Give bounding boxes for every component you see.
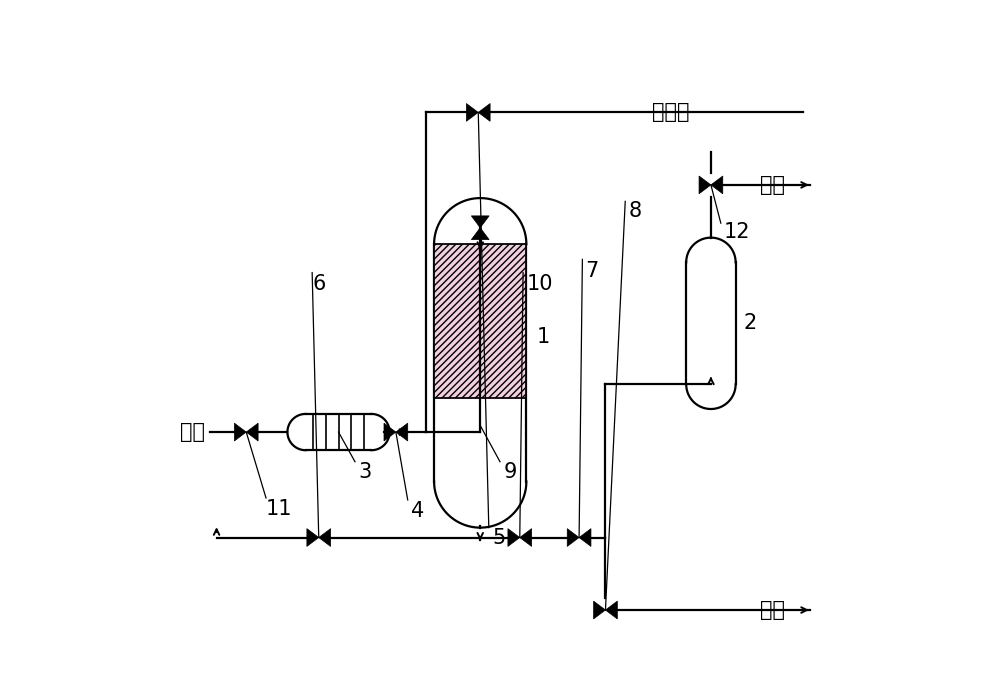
Polygon shape	[711, 176, 723, 194]
Text: 1: 1	[536, 326, 550, 347]
Text: 大气: 大气	[760, 175, 785, 195]
Text: 3: 3	[358, 462, 372, 482]
Polygon shape	[466, 104, 478, 121]
Polygon shape	[699, 176, 711, 194]
Text: 5: 5	[492, 528, 505, 548]
Polygon shape	[567, 528, 579, 546]
Text: 氮气: 氮气	[180, 422, 205, 442]
Polygon shape	[396, 423, 408, 441]
Text: 大气: 大气	[760, 600, 785, 620]
Polygon shape	[520, 528, 532, 546]
Polygon shape	[594, 601, 605, 619]
Text: 净化风: 净化风	[652, 102, 689, 122]
Text: 9: 9	[503, 462, 517, 482]
Text: 2: 2	[744, 314, 757, 333]
Text: 4: 4	[411, 501, 424, 521]
Polygon shape	[579, 528, 591, 546]
Text: 11: 11	[266, 499, 293, 519]
Polygon shape	[471, 227, 489, 240]
Polygon shape	[478, 104, 490, 121]
Polygon shape	[508, 528, 520, 546]
Polygon shape	[319, 528, 331, 546]
Polygon shape	[307, 528, 319, 546]
Bar	[434, 244, 526, 398]
Polygon shape	[605, 601, 617, 619]
Polygon shape	[384, 423, 396, 441]
Text: 12: 12	[724, 222, 751, 242]
Polygon shape	[234, 423, 246, 441]
Text: 6: 6	[312, 274, 326, 294]
Text: 7: 7	[586, 260, 599, 281]
Polygon shape	[471, 216, 489, 227]
Polygon shape	[246, 423, 258, 441]
Text: 10: 10	[526, 274, 553, 294]
Text: 8: 8	[629, 201, 642, 221]
